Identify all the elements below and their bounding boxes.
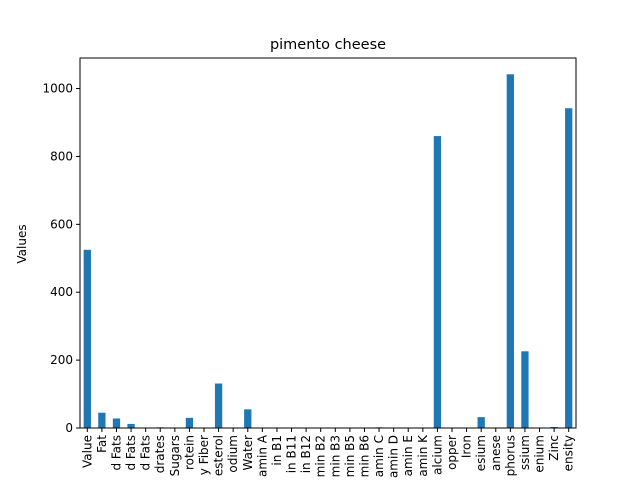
- chart-title: pimento cheese: [270, 37, 386, 53]
- bar-11: [244, 409, 252, 428]
- bar-29: [506, 74, 514, 428]
- bar-33: [565, 108, 573, 429]
- bar-30: [521, 351, 529, 428]
- y-ticks-group: 0 200 400 600 800 1000: [42, 82, 80, 435]
- bar-0: [83, 249, 91, 428]
- x-tick-label-20: amin C: [372, 435, 386, 477]
- y-tick-label-1: 200: [50, 353, 73, 367]
- x-tick-label-7: rotein: [182, 435, 196, 470]
- bar-7: [185, 417, 194, 428]
- x-tick-label-2: d Fats: [109, 435, 123, 471]
- x-tick-label-28: anese: [489, 435, 503, 471]
- x-tick-label-15: in B12: [299, 435, 313, 473]
- x-ticks-group: Value Fat d Fats d Fats d Fats drates Sugars ro…: [80, 428, 576, 478]
- bar-24: [433, 136, 442, 428]
- y-tick-label-3: 600: [50, 217, 73, 231]
- x-tick-label-22: amin E: [401, 435, 415, 476]
- x-tick-label-19: min B6: [357, 435, 371, 477]
- x-tick-label-5: drates: [153, 435, 167, 473]
- bar-32: [550, 426, 558, 428]
- x-tick-label-12: amin A: [255, 434, 269, 477]
- x-tick-label-0: Value: [80, 435, 94, 468]
- x-tick-label-27: esium: [474, 435, 488, 471]
- x-tick-label-33: ensity: [562, 435, 576, 471]
- x-tick-label-14: in B11: [285, 435, 299, 473]
- x-tick-label-16: min B2: [314, 435, 328, 477]
- y-tick-label-5: 1000: [42, 82, 73, 96]
- x-tick-label-6: Sugars: [168, 435, 182, 476]
- y-tick-label-2: 400: [50, 285, 73, 299]
- x-tick-label-31: enium: [533, 435, 547, 473]
- y-axis-label: Values: [15, 224, 29, 263]
- x-tick-label-25: opper: [445, 435, 459, 470]
- x-tick-label-30: ssium: [518, 435, 532, 470]
- x-tick-label-26: Iron: [460, 435, 474, 458]
- x-tick-label-11: Water: [241, 435, 255, 471]
- y-tick-label-0: 0: [65, 421, 73, 435]
- bar-9: [214, 383, 223, 428]
- x-tick-label-13: in B1: [270, 435, 284, 466]
- plot-frame: [79, 57, 577, 429]
- x-tick-label-9: esterol: [212, 435, 226, 476]
- y-tick-label-4: 800: [50, 149, 73, 163]
- x-tick-label-29: phorus: [503, 435, 517, 476]
- x-tick-label-24: alcium: [430, 435, 444, 475]
- bar-2: [112, 418, 121, 428]
- x-tick-label-10: odium: [226, 435, 240, 473]
- x-tick-label-8: y Fiber: [197, 435, 211, 475]
- x-tick-label-21: amin D: [387, 435, 401, 478]
- x-tick-label-3: d Fats: [124, 435, 138, 471]
- bar-1: [98, 412, 106, 428]
- bar-27: [477, 417, 485, 428]
- bars-group: [83, 74, 573, 429]
- x-tick-label-18: min B5: [343, 435, 357, 477]
- x-tick-label-32: Zinc: [547, 435, 561, 461]
- x-tick-label-17: min B3: [328, 435, 342, 477]
- x-tick-label-23: amin K: [416, 434, 430, 477]
- bar-3: [127, 423, 135, 428]
- x-tick-label-4: d Fats: [139, 435, 153, 471]
- x-tick-label-1: Fat: [95, 435, 109, 453]
